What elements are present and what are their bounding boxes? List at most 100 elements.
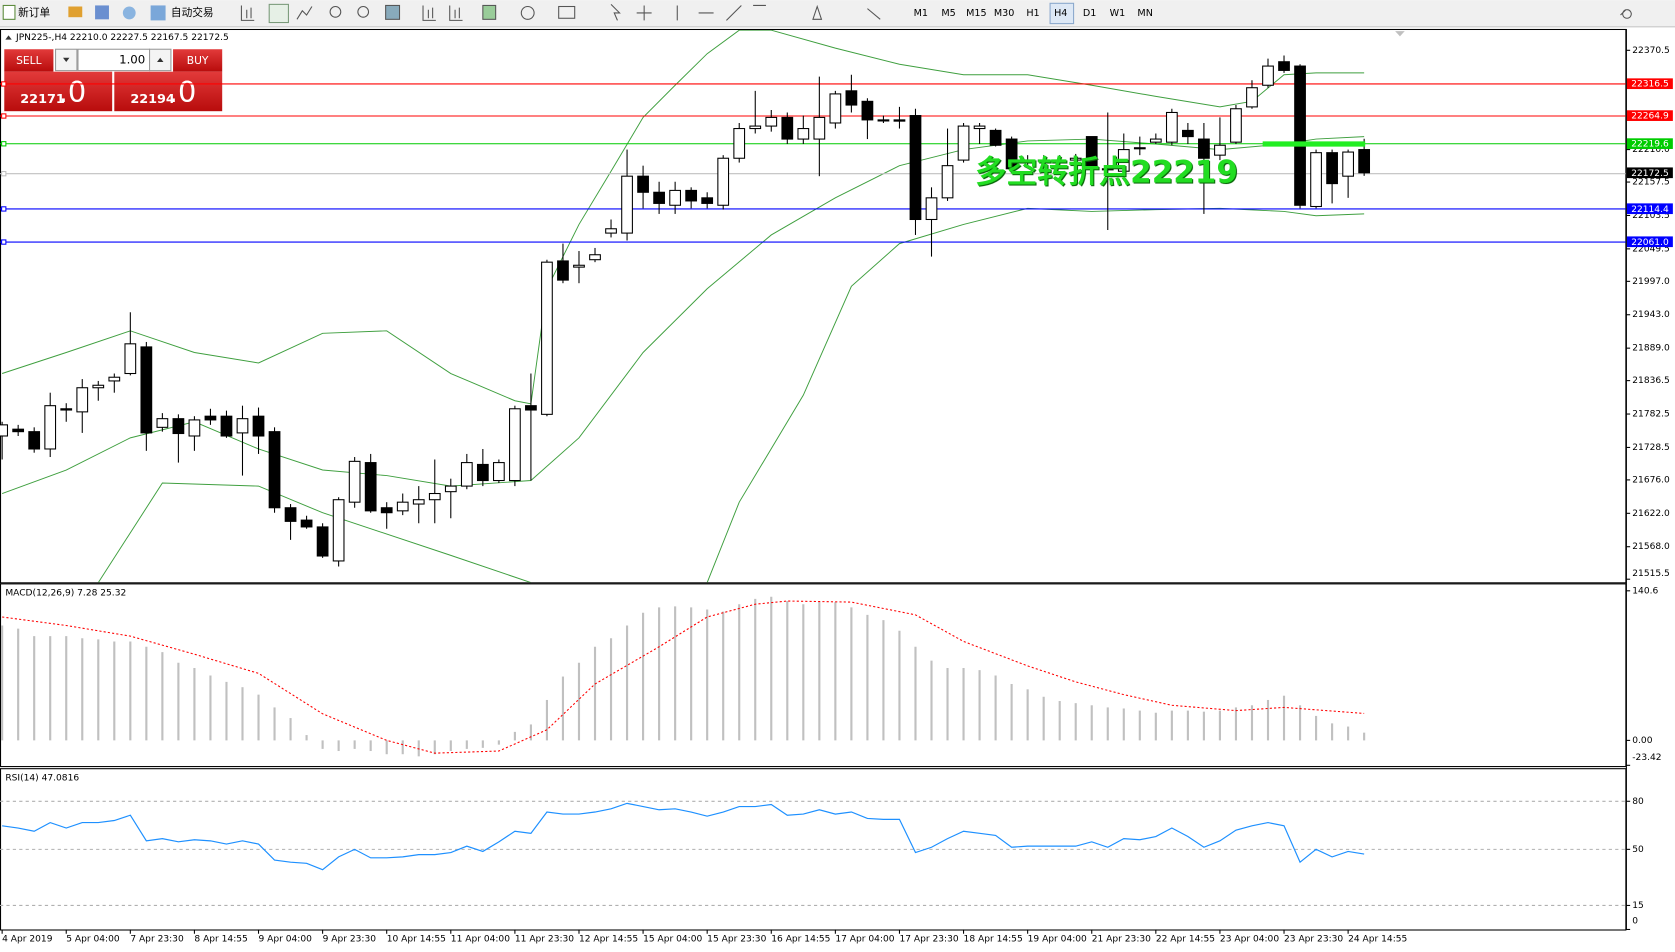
icon[interactable] bbox=[329, 5, 342, 18]
y-tick-label: 21676.0 bbox=[1632, 475, 1670, 485]
icon[interactable] bbox=[636, 5, 652, 21]
timeframe-button[interactable]: MN bbox=[1137, 8, 1152, 19]
candle-body-up bbox=[44, 405, 57, 450]
candle-body-up bbox=[669, 189, 682, 206]
candle-body-up bbox=[605, 228, 617, 234]
icon[interactable] bbox=[558, 5, 576, 19]
icon[interactable] bbox=[95, 5, 109, 20]
icon[interactable] bbox=[385, 4, 401, 20]
candle-body-down bbox=[268, 431, 281, 509]
icon[interactable] bbox=[68, 6, 83, 18]
x-tick-label: 12 Apr 14:55 bbox=[579, 935, 638, 945]
x-tick-label: 18 Apr 14:55 bbox=[964, 935, 1023, 945]
buy-price: 22194 bbox=[130, 92, 175, 107]
candle-body-up bbox=[492, 462, 505, 482]
x-tick-label: 24 Apr 14:55 bbox=[1348, 935, 1407, 945]
icon[interactable] bbox=[296, 6, 313, 20]
macd-chart bbox=[1, 596, 1366, 757]
sell-button[interactable] bbox=[4, 49, 54, 72]
icon[interactable] bbox=[676, 4, 881, 21]
y-tick-label: 21943.0 bbox=[1632, 310, 1670, 320]
price-level-anchor bbox=[1, 141, 7, 147]
icon[interactable] bbox=[610, 3, 621, 21]
candle-body-up bbox=[460, 462, 473, 487]
candle-body-down bbox=[140, 346, 153, 434]
candle-body-down bbox=[861, 100, 874, 121]
candle-body-up bbox=[1101, 168, 1114, 171]
icon[interactable] bbox=[357, 5, 370, 18]
auto-trading-icon[interactable] bbox=[150, 5, 166, 21]
icon[interactable] bbox=[122, 6, 136, 20]
price-level-label: 22114.4 bbox=[1631, 205, 1669, 215]
candle-body-down bbox=[364, 462, 377, 512]
buy-label: BUY bbox=[187, 54, 209, 67]
icon[interactable] bbox=[520, 5, 535, 20]
price-level-anchor bbox=[1, 206, 7, 212]
y-tick-label: 22210.0 bbox=[1632, 145, 1670, 155]
icon[interactable] bbox=[449, 5, 463, 21]
timeframe-button[interactable]: D1 bbox=[1083, 8, 1097, 19]
candle-body-up bbox=[973, 125, 986, 130]
candle-body-up bbox=[332, 499, 345, 562]
candle-body-up bbox=[941, 165, 954, 199]
candle-body-up bbox=[236, 418, 249, 434]
buy-price-box[interactable] bbox=[114, 71, 223, 112]
candle-body-down bbox=[1278, 61, 1290, 71]
candle-body-up bbox=[92, 384, 105, 389]
bollinger-band bbox=[1, 30, 1365, 405]
price-level-label: 22264.9 bbox=[1631, 112, 1669, 122]
x-tick-label: 9 Apr 23:30 bbox=[323, 935, 377, 945]
timeframe-button[interactable]: H4 bbox=[1054, 8, 1067, 19]
x-tick-label: 15 Apr 23:30 bbox=[707, 935, 766, 945]
candle-body-up bbox=[877, 119, 890, 122]
new-order-button[interactable]: 新订单 bbox=[18, 6, 50, 19]
candle-body-down bbox=[653, 191, 665, 204]
icon[interactable] bbox=[482, 4, 497, 20]
icon[interactable] bbox=[422, 5, 436, 21]
candle-body-up bbox=[733, 128, 746, 159]
search-icon[interactable] bbox=[1620, 9, 1632, 19]
x-tick-label: 10 Apr 14:55 bbox=[387, 935, 446, 945]
candle-body-up bbox=[797, 128, 810, 140]
price-level-label: 22172.5 bbox=[1631, 169, 1669, 179]
price-level-anchor bbox=[1, 113, 7, 119]
x-tick-label: 22 Apr 14:55 bbox=[1156, 935, 1215, 945]
timeframe-button[interactable]: M1 bbox=[914, 8, 928, 19]
timeframe-button[interactable]: M15 bbox=[966, 8, 987, 19]
candle-body-down bbox=[525, 405, 537, 411]
bollinger-band bbox=[97, 207, 1365, 583]
icon[interactable] bbox=[240, 5, 255, 21]
sell-price-box[interactable] bbox=[4, 71, 113, 112]
x-tick-label: 11 Apr 04:00 bbox=[451, 935, 510, 945]
buy-button[interactable] bbox=[173, 49, 223, 72]
candle-body-up bbox=[1165, 111, 1178, 143]
indicator-title: RSI(14) 47.0816 bbox=[5, 773, 79, 783]
candle-body-up bbox=[509, 408, 521, 482]
candle-body-down bbox=[685, 189, 698, 202]
x-tick-label: 15 Apr 04:00 bbox=[643, 935, 702, 945]
price-level-anchor bbox=[1, 171, 7, 177]
arrow-icon bbox=[63, 57, 70, 63]
candle-body-down bbox=[1358, 149, 1371, 174]
timeframe-button[interactable]: M5 bbox=[941, 8, 955, 19]
y-tick-label: 21728.5 bbox=[1632, 443, 1670, 453]
timeframe-button[interactable]: H1 bbox=[1026, 8, 1039, 19]
candle-body-down bbox=[701, 197, 714, 204]
candle-body-up bbox=[1246, 87, 1258, 108]
toolbar-icons bbox=[240, 3, 1632, 24]
candle-body-up bbox=[717, 157, 730, 206]
candle-body-down bbox=[1326, 152, 1338, 185]
sell-price: 22171 bbox=[20, 92, 65, 107]
icon[interactable] bbox=[268, 3, 289, 24]
candle-body-down bbox=[1085, 136, 1098, 170]
timeframe-button[interactable]: W1 bbox=[1110, 8, 1126, 19]
candle-body-up bbox=[1342, 151, 1354, 177]
y-tick-label: 21997.0 bbox=[1632, 277, 1670, 287]
candle-body-up bbox=[1214, 144, 1226, 156]
candle-body-down bbox=[476, 463, 489, 482]
auto-trading-button[interactable]: 自动交易 bbox=[171, 6, 214, 19]
price-level-tag bbox=[1626, 78, 1673, 90]
new-order-icon[interactable] bbox=[2, 4, 16, 20]
timeframe-button[interactable]: M30 bbox=[994, 8, 1015, 19]
candle-body-up bbox=[396, 501, 409, 512]
